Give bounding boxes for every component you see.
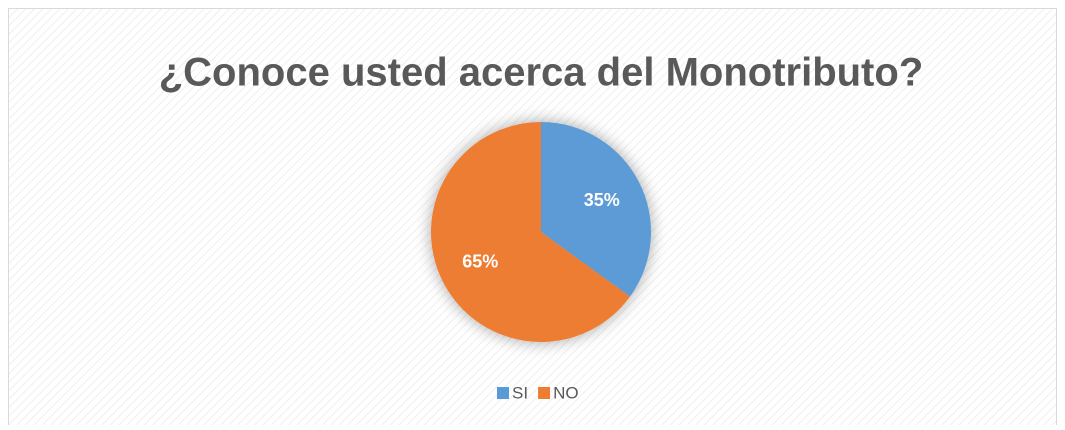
- data-label: 65%: [462, 252, 498, 272]
- pie-slice: [541, 122, 651, 297]
- legend-swatch: [497, 387, 509, 399]
- chart-title: ¿Conoce usted acerca del Monotributo?: [159, 51, 924, 95]
- data-label: 35%: [584, 190, 620, 210]
- pie: [430, 122, 651, 343]
- legend-label: SI: [512, 383, 528, 402]
- legend-swatch: [538, 387, 551, 399]
- pie-slice: [430, 122, 630, 343]
- legend-label: NO: [553, 383, 579, 402]
